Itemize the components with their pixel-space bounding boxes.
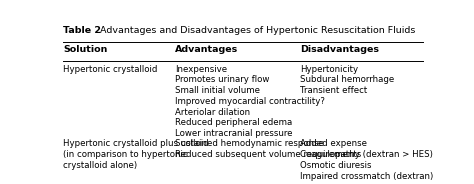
Text: Coagulopathy (dextran > HES): Coagulopathy (dextran > HES) [300,150,433,159]
Text: Improved myocardial contractility?: Improved myocardial contractility? [175,97,325,106]
Text: Hypertonic crystalloid: Hypertonic crystalloid [63,65,157,74]
Text: Sustained hemodynamic response: Sustained hemodynamic response [175,139,324,148]
Text: Arteriolar dilation: Arteriolar dilation [175,108,250,117]
Text: Osmotic diuresis: Osmotic diuresis [300,161,371,170]
Text: Hypertonic crystalloid plus colloid: Hypertonic crystalloid plus colloid [63,139,209,148]
Text: Subdural hemorrhage: Subdural hemorrhage [300,75,394,84]
Text: Promotes urinary flow: Promotes urinary flow [175,75,269,84]
Text: Added expense: Added expense [300,139,367,148]
Text: Advantages: Advantages [175,45,238,54]
Text: Reduced peripheral edema: Reduced peripheral edema [175,118,292,128]
Text: Impaired crossmatch (dextran): Impaired crossmatch (dextran) [300,171,433,181]
Text: crystalloid alone): crystalloid alone) [63,161,137,170]
Text: Small initial volume: Small initial volume [175,86,260,95]
Text: Disadvantages: Disadvantages [300,45,379,54]
Text: Lower intracranial pressure: Lower intracranial pressure [175,129,292,138]
Text: Hypertonicity: Hypertonicity [300,65,358,74]
Text: (in comparison to hypertonic: (in comparison to hypertonic [63,150,188,159]
Text: Reduced subsequent volume requirements: Reduced subsequent volume requirements [175,150,361,159]
Text: Inexpensive: Inexpensive [175,65,227,74]
Text: Transient effect: Transient effect [300,86,367,95]
Text: Advantages and Disadvantages of Hypertonic Resuscitation Fluids: Advantages and Disadvantages of Hyperton… [94,26,416,35]
Text: Solution: Solution [63,45,107,54]
Text: Table 2: Table 2 [63,26,101,35]
